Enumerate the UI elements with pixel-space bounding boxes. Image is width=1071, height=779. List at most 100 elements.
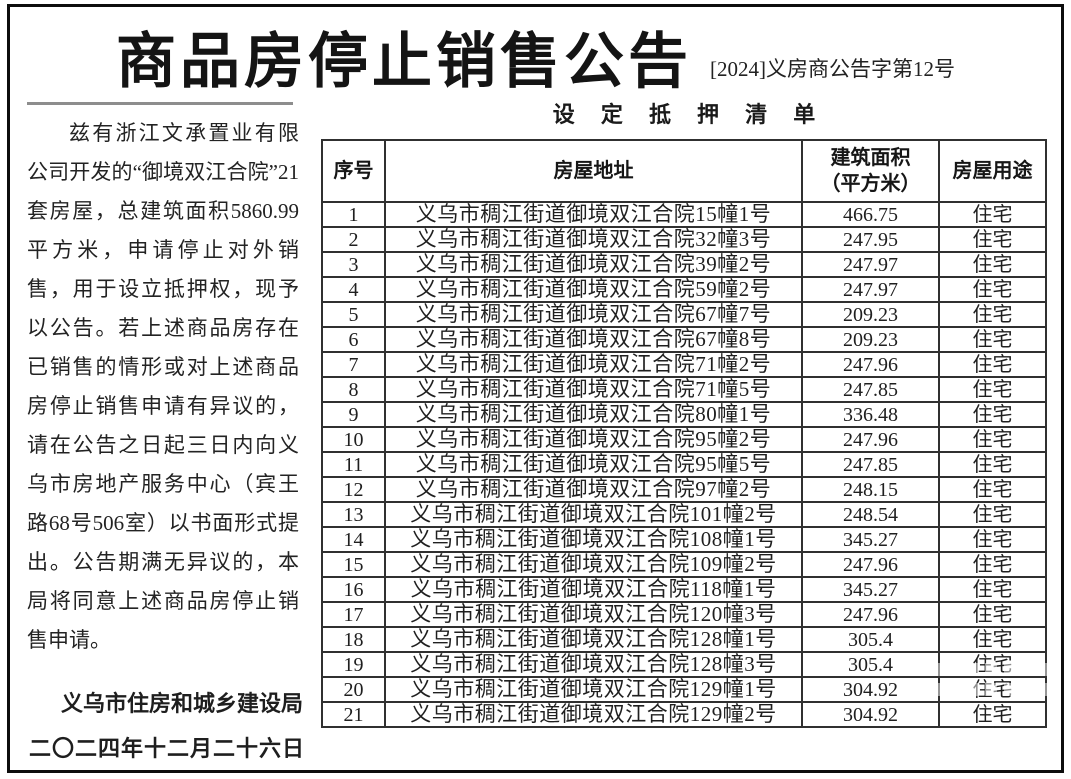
cell-no: 13 — [321, 501, 386, 528]
page-header: 商品房停止销售公告 [2024]义房商公告字第12号 — [10, 7, 1061, 93]
cell-no: 12 — [321, 476, 386, 503]
cell-area: 247.97 — [801, 276, 940, 303]
cell-no: 8 — [321, 376, 386, 403]
cell-use: 住宅 — [938, 501, 1047, 528]
cell-address: 义乌市稠江街道御境双江合院128幢3号 — [384, 651, 803, 678]
cell-use: 住宅 — [938, 326, 1047, 353]
cell-area: 247.96 — [801, 351, 940, 378]
cell-no: 7 — [321, 351, 386, 378]
table-row: 1 义乌市稠江街道御境双江合院15幢1号 466.75 住宅 — [321, 201, 1047, 228]
cell-area: 247.96 — [801, 551, 940, 578]
cell-area: 336.48 — [801, 401, 940, 428]
table-row: 5 义乌市稠江街道御境双江合院67幢7号 209.23 住宅 — [321, 301, 1047, 328]
cell-no: 17 — [321, 601, 386, 628]
cell-area: 247.96 — [801, 601, 940, 628]
cell-use: 住宅 — [938, 576, 1047, 603]
cell-address: 义乌市稠江街道御境双江合院101幢2号 — [384, 501, 803, 528]
cell-address: 义乌市稠江街道御境双江合院71幢2号 — [384, 351, 803, 378]
cell-use: 住宅 — [938, 201, 1047, 228]
mortgage-list-table: 序号 房屋地址 建筑面积 （平方米） 房屋用途 1 义乌市稠江街道御境双江合院15幢1号… — [321, 139, 1047, 728]
cell-use: 住宅 — [938, 476, 1047, 503]
announcement-body: 兹有浙江文承置业有限公司开发的“御境双江合院”21套房屋，总建筑面积5860.9… — [27, 121, 299, 652]
column-header: 房屋用途 — [938, 139, 1047, 203]
cell-area: 248.54 — [801, 501, 940, 528]
announcement-text-column: 兹有浙江文承置业有限公司开发的“御境双江合院”21套房屋，总建筑面积5860.9… — [27, 93, 305, 763]
cell-no: 21 — [321, 701, 386, 728]
cell-area: 345.27 — [801, 576, 940, 603]
table-row: 3 义乌市稠江街道御境双江合院39幢2号 247.97 住宅 — [321, 251, 1047, 278]
cell-area: 466.75 — [801, 201, 940, 228]
cell-no: 18 — [321, 626, 386, 653]
table-row: 19 义乌市稠江街道御境双江合院128幢3号 305.4 住宅 — [321, 651, 1047, 678]
column-header: 房屋地址 — [384, 139, 803, 203]
table-row: 8 义乌市稠江街道御境双江合院71幢5号 247.85 住宅 — [321, 376, 1047, 403]
list-title: 设 定 抵 押 清 单 — [552, 102, 826, 127]
cell-use: 住宅 — [938, 676, 1047, 703]
cell-use: 住宅 — [938, 451, 1047, 478]
cell-area: 209.23 — [801, 326, 940, 353]
cell-area: 209.23 — [801, 301, 940, 328]
table-row: 13 义乌市稠江街道御境双江合院101幢2号 248.54 住宅 — [321, 501, 1047, 528]
table-row: 11 义乌市稠江街道御境双江合院95幢5号 247.85 住宅 — [321, 451, 1047, 478]
cell-no: 15 — [321, 551, 386, 578]
cell-address: 义乌市稠江街道御境双江合院95幢2号 — [384, 426, 803, 453]
cell-no: 14 — [321, 526, 386, 553]
doc-number: [2024]义房商公告字第12号 — [710, 57, 955, 81]
cell-no: 3 — [321, 251, 386, 278]
issuer-name: 义乌市住房和城乡建设局 — [60, 691, 303, 716]
cell-no: 11 — [321, 451, 386, 478]
column-header: 序号 — [321, 139, 386, 203]
cell-use: 住宅 — [938, 601, 1047, 628]
cell-no: 4 — [321, 276, 386, 303]
cell-address: 义乌市稠江街道御境双江合院80幢1号 — [384, 401, 803, 428]
cell-area: 247.97 — [801, 251, 940, 278]
cell-area: 304.92 — [801, 676, 940, 703]
cell-address: 义乌市稠江街道御境双江合院15幢1号 — [384, 201, 803, 228]
cell-use: 住宅 — [938, 551, 1047, 578]
cell-area: 304.92 — [801, 701, 940, 728]
cell-address: 义乌市稠江街道御境双江合院120幢3号 — [384, 601, 803, 628]
cell-use: 住宅 — [938, 401, 1047, 428]
cell-area: 247.95 — [801, 226, 940, 253]
table-row: 16 义乌市稠江街道御境双江合院118幢1号 345.27 住宅 — [321, 576, 1047, 603]
cell-use: 住宅 — [938, 651, 1047, 678]
cell-address: 义乌市稠江街道御境双江合院97幢2号 — [384, 476, 803, 503]
table-row: 6 义乌市稠江街道御境双江合院67幢8号 209.23 住宅 — [321, 326, 1047, 353]
cell-no: 16 — [321, 576, 386, 603]
cell-area: 247.85 — [801, 376, 940, 403]
cell-address: 义乌市稠江街道御境双江合院129幢1号 — [384, 676, 803, 703]
cell-address: 义乌市稠江街道御境双江合院59幢2号 — [384, 276, 803, 303]
cell-address: 义乌市稠江街道御境双江合院32幢3号 — [384, 226, 803, 253]
title-underline — [27, 102, 293, 105]
table-row: 20 义乌市稠江街道御境双江合院129幢1号 304.92 住宅 — [321, 676, 1047, 703]
table-row: 7 义乌市稠江街道御境双江合院71幢2号 247.96 住宅 — [321, 351, 1047, 378]
table-row: 21 义乌市稠江街道御境双江合院129幢2号 304.92 住宅 — [321, 701, 1047, 728]
cell-area: 345.27 — [801, 526, 940, 553]
cell-no: 19 — [321, 651, 386, 678]
cell-address: 义乌市稠江街道御境双江合院67幢7号 — [384, 301, 803, 328]
cell-address: 义乌市稠江街道御境双江合院128幢1号 — [384, 626, 803, 653]
cell-no: 10 — [321, 426, 386, 453]
cell-address: 义乌市稠江街道御境双江合院95幢5号 — [384, 451, 803, 478]
cell-use: 住宅 — [938, 626, 1047, 653]
column-header: 建筑面积 （平方米） — [801, 139, 940, 203]
page-title: 商品房停止销售公告 — [116, 28, 692, 95]
cell-no: 1 — [321, 201, 386, 228]
table-row: 15 义乌市稠江街道御境双江合院109幢2号 247.96 住宅 — [321, 551, 1047, 578]
cell-use: 住宅 — [938, 276, 1047, 303]
cell-use: 住宅 — [938, 226, 1047, 253]
table-row: 10 义乌市稠江街道御境双江合院95幢2号 247.96 住宅 — [321, 426, 1047, 453]
cell-area: 305.4 — [801, 626, 940, 653]
cell-area: 247.96 — [801, 426, 940, 453]
cell-area: 247.85 — [801, 451, 940, 478]
cell-no: 9 — [321, 401, 386, 428]
cell-no: 6 — [321, 326, 386, 353]
table-row: 17 义乌市稠江街道御境双江合院120幢3号 247.96 住宅 — [321, 601, 1047, 628]
cell-address: 义乌市稠江街道御境双江合院109幢2号 — [384, 551, 803, 578]
table-row: 4 义乌市稠江街道御境双江合院59幢2号 247.97 住宅 — [321, 276, 1047, 303]
cell-no: 5 — [321, 301, 386, 328]
cell-area: 305.4 — [801, 651, 940, 678]
table-row: 2 义乌市稠江街道御境双江合院32幢3号 247.95 住宅 — [321, 226, 1047, 253]
cell-address: 义乌市稠江街道御境双江合院71幢5号 — [384, 376, 803, 403]
table-row: 12 义乌市稠江街道御境双江合院97幢2号 248.15 住宅 — [321, 476, 1047, 503]
